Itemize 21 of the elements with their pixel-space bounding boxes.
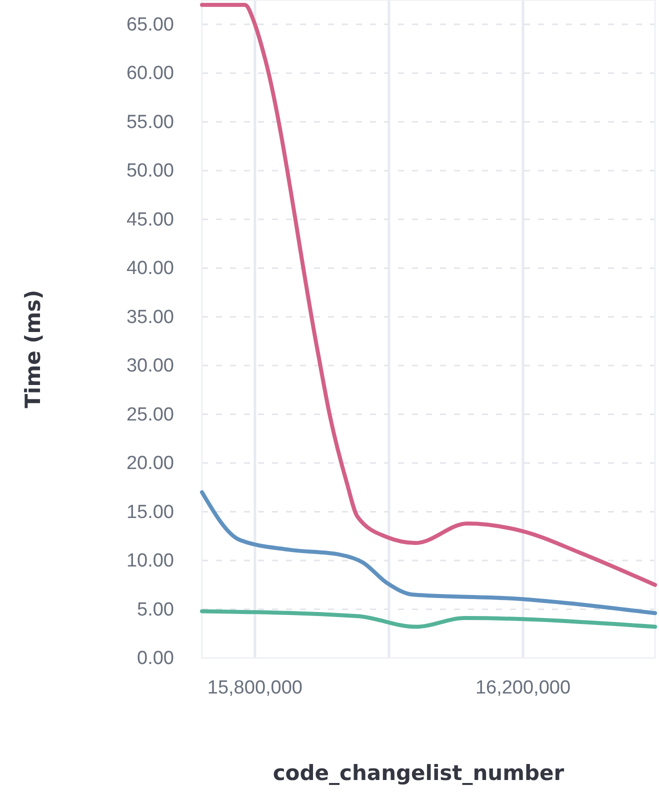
y-tick-label: 15.00 xyxy=(126,502,174,523)
y-tick-label: 20.00 xyxy=(126,453,174,474)
x-tick-label: 15,800,000 xyxy=(207,677,302,698)
y-tick-label: 40.00 xyxy=(126,258,174,280)
y-tick-label: 65.00 xyxy=(126,14,174,36)
y-tick-label: 25.00 xyxy=(126,404,174,426)
y-tick-label: 5.00 xyxy=(137,599,174,620)
y-tick-label: 30.00 xyxy=(126,356,174,377)
line-series xyxy=(200,2,657,587)
y-tick-label: 35.00 xyxy=(126,306,174,328)
y-axis-title: Time (ms) xyxy=(21,290,45,408)
y-tick-label: 0.00 xyxy=(137,648,174,670)
y-tick-label: 45.00 xyxy=(126,209,174,230)
y-tick-label: 60.00 xyxy=(126,63,174,84)
y-tick-label: 50.00 xyxy=(126,160,174,182)
line-series xyxy=(200,609,657,629)
y-tick-label: 10.00 xyxy=(126,550,174,572)
y-tick-label: 55.00 xyxy=(126,112,174,133)
line-series xyxy=(200,490,657,616)
x-tick-label: 16,200,000 xyxy=(475,677,571,698)
x-axis-title: code_changelist_number xyxy=(272,761,565,785)
